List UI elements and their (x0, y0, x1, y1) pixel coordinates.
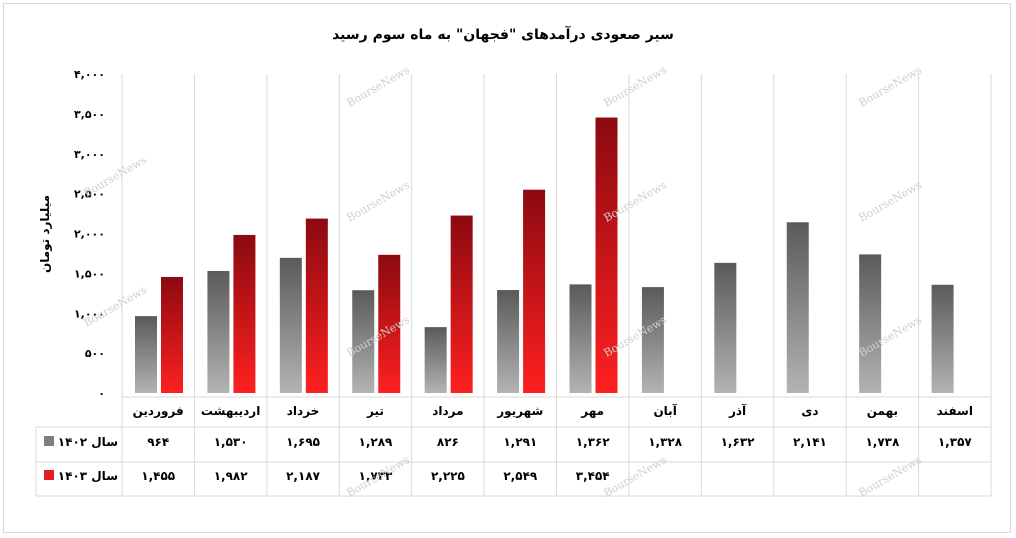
legend-label: سال ۱۴۰۲ (58, 435, 118, 449)
data-label: ۱,۴۵۵ (141, 469, 175, 483)
bar (569, 284, 592, 393)
data-label: ۱,۷۳۳ (359, 469, 394, 483)
y-tick-label: ۳,۰۰۰ (74, 148, 105, 161)
data-label: ۱,۶۳۲ (721, 435, 756, 449)
category-label: اسفند (937, 404, 973, 418)
data-label: ۲,۱۴۱ (793, 435, 827, 449)
data-label: ۱,۳۶۲ (576, 435, 611, 449)
data-label: ۳,۴۵۴ (576, 469, 610, 483)
bar (279, 257, 302, 393)
category-label: آبان (653, 403, 677, 418)
bar (450, 215, 473, 393)
category-label: خرداد (287, 404, 320, 418)
y-tick-label: ۴,۰۰۰ (74, 68, 105, 81)
revenue-chart: سیر صعودی درآمدهای "فجهان" به ماه سوم رس… (35, 25, 992, 497)
data-label: ۲,۵۴۹ (503, 469, 538, 483)
bar (352, 290, 375, 393)
category-label: مرداد (432, 404, 463, 418)
bar (378, 254, 401, 393)
y-tick-label: ۱,۰۰۰ (74, 307, 105, 320)
bar (424, 327, 447, 393)
data-label: ۱,۵۳۰ (214, 435, 248, 449)
bar (305, 218, 328, 393)
bar (931, 284, 954, 393)
data-label: ۱,۲۸۹ (359, 435, 394, 449)
category-label: تیر (366, 404, 384, 418)
bar (786, 222, 809, 393)
data-label: ۱,۳۵۷ (938, 435, 973, 449)
category-label: دی (801, 404, 818, 418)
y-tick-label: ۱,۵۰۰ (74, 267, 105, 280)
data-label: ۲,۱۸۷ (286, 469, 321, 483)
chart-frame: سیر صعودی درآمدهای "فجهان" به ماه سوم رس… (3, 3, 1011, 533)
chart-title: سیر صعودی درآمدهای "فجهان" به ماه سوم رس… (332, 25, 674, 43)
data-label: ۱,۶۹۵ (286, 435, 320, 449)
category-label: آذر (728, 403, 747, 418)
bar (641, 287, 664, 393)
bar (523, 189, 546, 393)
y-tick-label: ۲,۵۰۰ (74, 188, 105, 201)
y-axis-label: میلیارد تومان (38, 195, 53, 273)
data-label: ۱,۲۹۱ (503, 435, 537, 449)
data-label: ۱,۹۸۲ (214, 469, 249, 483)
legend-key (44, 436, 54, 446)
bar (161, 276, 183, 393)
category-label: بهمن (867, 404, 898, 418)
data-label: ۲,۲۲۵ (431, 469, 465, 483)
bar (207, 270, 230, 393)
bar (595, 117, 618, 393)
legend-label: سال ۱۴۰۳ (58, 469, 118, 483)
category-label: مهر (580, 404, 604, 418)
category-label: شهریور (496, 404, 543, 419)
y-tick-label: ۰ (98, 387, 105, 400)
y-tick-label: ۲,۰۰۰ (74, 228, 105, 241)
y-tick-label: ۳,۵۰۰ (74, 108, 105, 121)
bar (714, 262, 737, 393)
bar (859, 254, 882, 393)
category-label: فروردین (133, 404, 184, 419)
data-label: ۱,۷۳۸ (865, 435, 900, 449)
bar (135, 316, 157, 393)
data-label: ۱,۳۲۸ (648, 435, 683, 449)
data-label: ۹۶۴ (147, 435, 169, 449)
bar (497, 290, 520, 393)
legend-key (44, 470, 54, 480)
data-label: ۸۲۶ (437, 435, 459, 449)
bar (233, 234, 256, 393)
category-label: اردیبهشت (201, 404, 260, 418)
y-tick-label: ۵۰۰ (85, 347, 105, 360)
